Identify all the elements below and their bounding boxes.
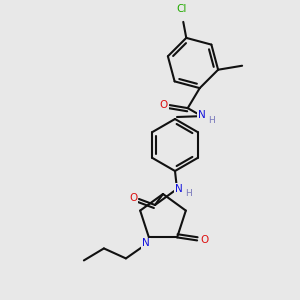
Text: N: N: [142, 238, 150, 248]
Text: H: H: [186, 190, 192, 199]
Text: O: O: [129, 193, 137, 203]
Text: O: O: [200, 236, 208, 245]
Text: H: H: [208, 116, 215, 124]
Text: Cl: Cl: [176, 4, 187, 14]
Text: N: N: [198, 110, 206, 120]
Text: N: N: [175, 184, 183, 194]
Text: O: O: [160, 100, 168, 110]
